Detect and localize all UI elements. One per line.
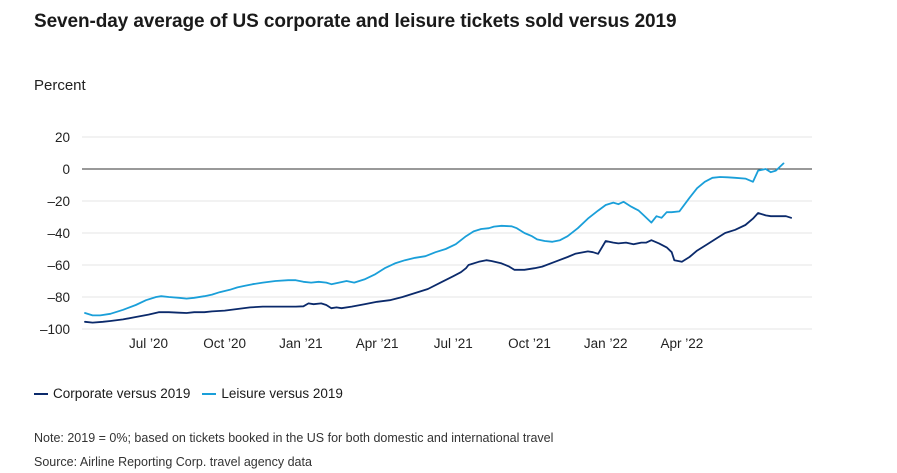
y-tick-labels: 20 0 –20 –40 –60 –80 –100 — [40, 130, 70, 337]
y-tick-label: 20 — [55, 130, 70, 145]
line-chart: 20 0 –20 –40 –60 –80 –100 Jul ’20 Oct ’20 Jan ’2… — [40, 130, 812, 351]
legend-label-leisure: Leisure versus 2019 — [221, 386, 343, 401]
x-tick-label: Oct ’21 — [508, 336, 551, 351]
y-tick-label: –60 — [47, 258, 70, 273]
x-tick-label: Apr ’22 — [661, 336, 704, 351]
chart-title: Seven-day average of US corporate and le… — [34, 11, 677, 32]
legend-item-corporate: Corporate versus 2019 — [34, 386, 190, 401]
y-tick-label: –40 — [47, 226, 70, 241]
legend-swatch-leisure — [202, 392, 217, 395]
y-axis-unit-label: Percent — [34, 77, 86, 94]
legend-item-leisure: Leisure versus 2019 — [202, 386, 343, 401]
y-tick-label: –100 — [40, 322, 70, 337]
legend-label-corporate: Corporate versus 2019 — [53, 386, 191, 401]
footnote: Note: 2019 = 0%; based on tickets booked… — [34, 431, 554, 445]
x-tick-label: Jan ’21 — [279, 336, 323, 351]
series-line-corporate — [84, 212, 792, 324]
y-tick-label: 0 — [62, 162, 70, 177]
source-note: Source: Airline Reporting Corp. travel a… — [34, 455, 312, 469]
chart-legend: Corporate versus 2019 Leisure versus 201… — [34, 386, 355, 401]
x-tick-label: Jul ’20 — [129, 336, 168, 351]
x-tick-label: Oct ’20 — [203, 336, 246, 351]
y-tick-label: –20 — [47, 194, 70, 209]
grid-lines — [82, 136, 812, 330]
y-tick-label: –80 — [47, 290, 70, 305]
legend-swatch-corporate — [34, 392, 48, 395]
x-tick-label: Jan ’22 — [584, 336, 628, 351]
x-tick-label: Jul ’21 — [434, 336, 473, 351]
series-lines — [84, 162, 792, 324]
x-tick-labels: Jul ’20 Oct ’20 Jan ’21 Apr ’21 Jul ’21 Oct ’… — [129, 336, 703, 351]
series-line-leisure — [84, 162, 785, 317]
x-tick-label: Apr ’21 — [356, 336, 399, 351]
